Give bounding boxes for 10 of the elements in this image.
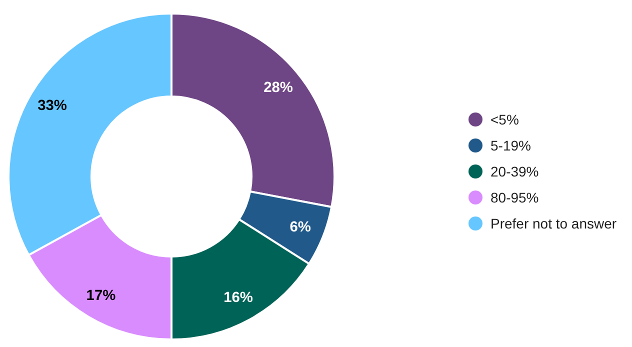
data-label: 33%: [38, 98, 67, 114]
legend-label: Prefer not to answer: [490, 216, 617, 232]
legend-label: 5-19%: [490, 138, 531, 154]
data-label: 17%: [86, 288, 116, 304]
data-label: 16%: [224, 290, 253, 306]
legend-label: <5%: [490, 112, 519, 128]
legend-label: 20-39%: [490, 164, 539, 180]
legend-label: 80-95%: [490, 190, 539, 206]
data-label: 6%: [290, 220, 311, 236]
data-label: 28%: [264, 80, 293, 96]
